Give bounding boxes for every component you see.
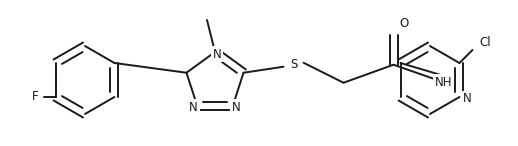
Text: N: N — [189, 101, 198, 114]
Text: S: S — [290, 58, 297, 71]
Text: N: N — [232, 101, 241, 114]
Text: Cl: Cl — [480, 36, 491, 49]
Text: F: F — [32, 91, 39, 104]
Text: O: O — [399, 17, 408, 30]
Text: N: N — [212, 47, 221, 60]
Text: NH: NH — [435, 76, 452, 89]
Text: N: N — [463, 93, 472, 106]
